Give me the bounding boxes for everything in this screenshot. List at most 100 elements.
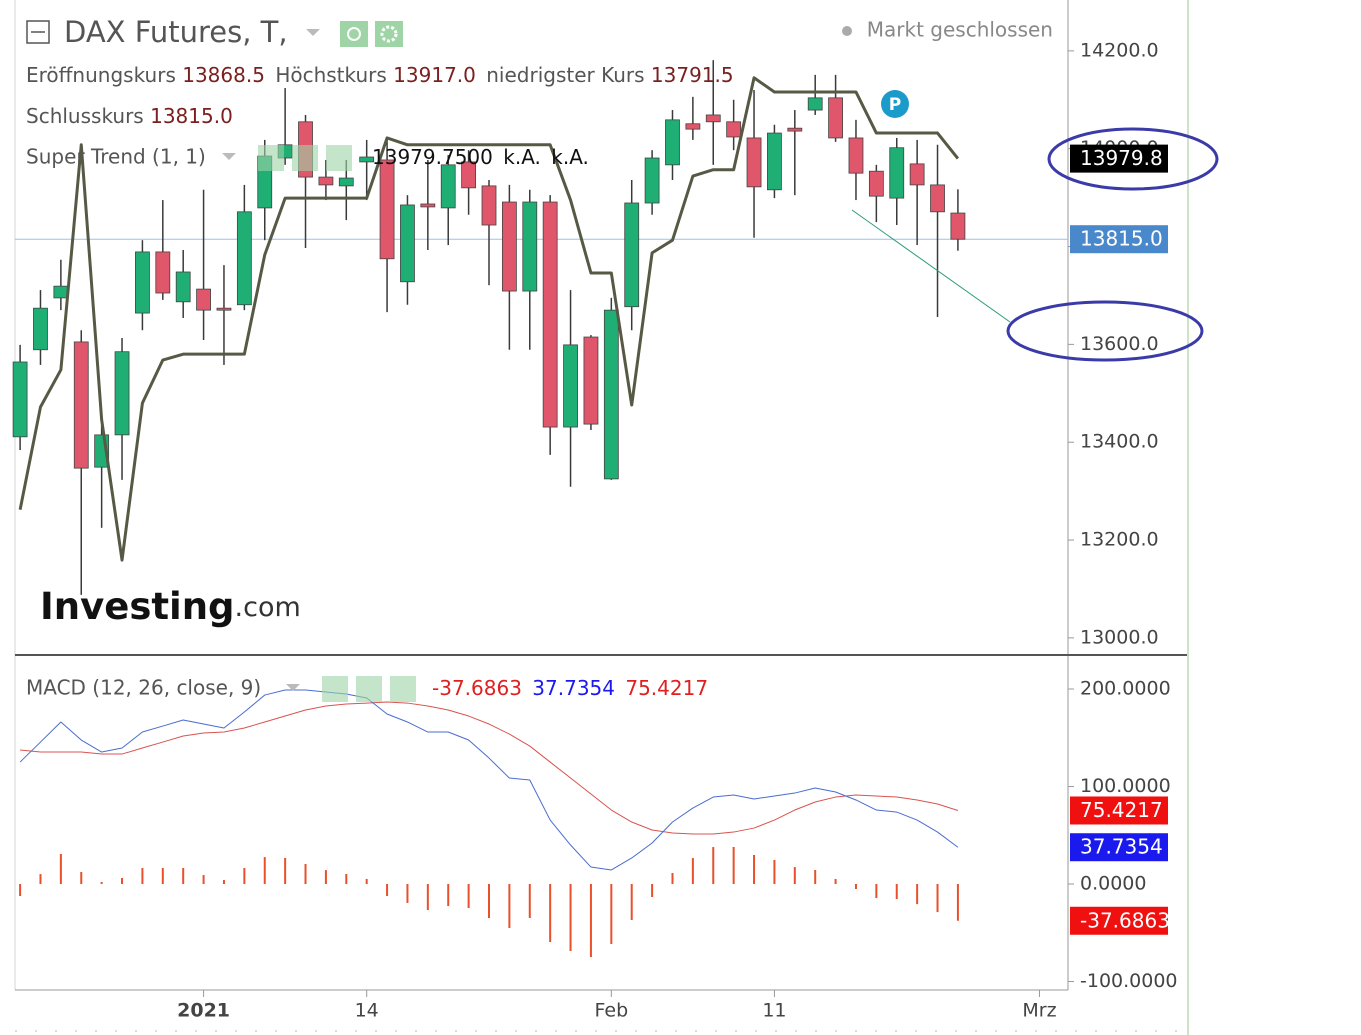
candle-body bbox=[583, 336, 599, 425]
remove-icon[interactable] bbox=[326, 145, 352, 171]
candle-body bbox=[828, 97, 843, 139]
logo: Investing.com bbox=[40, 585, 301, 628]
candle-body bbox=[440, 164, 456, 209]
market-status: Markt geschlossen bbox=[867, 18, 1053, 42]
overlay-line bbox=[18, 76, 960, 562]
legend-label: Schlusskurs bbox=[26, 104, 144, 128]
legend-value: 37.7354 bbox=[532, 676, 615, 700]
last-value-tag bbox=[1070, 833, 1168, 862]
logo-main: Investing bbox=[40, 585, 235, 628]
trend-line-drawing bbox=[851, 209, 1011, 323]
x-tick-label: 2021 bbox=[177, 1000, 230, 1022]
eye-icon[interactable] bbox=[340, 21, 368, 47]
macd-line bbox=[19, 689, 959, 871]
y-tick-label: 100.0000 bbox=[1080, 775, 1171, 797]
candle-body bbox=[400, 204, 415, 283]
legend-label: niedrigster Kurs bbox=[486, 63, 644, 87]
annotation-ellipse bbox=[1006, 300, 1204, 362]
candle-body bbox=[359, 156, 375, 163]
eye-icon-glyph bbox=[347, 27, 361, 41]
candle-body bbox=[481, 185, 497, 226]
legend-value: 13868.5 bbox=[182, 63, 265, 87]
remove-icon[interactable] bbox=[390, 676, 416, 702]
close-legend: Schlusskurs 13815.0 bbox=[26, 104, 233, 128]
settings-icon[interactable] bbox=[292, 145, 318, 171]
y-tick-label: 13400.0 bbox=[1080, 431, 1159, 453]
candle-body bbox=[665, 119, 680, 166]
last-value-label: -37.6863 bbox=[1080, 908, 1170, 932]
candle-body bbox=[53, 285, 69, 299]
legend-value: 13979.7500 bbox=[372, 145, 493, 169]
candle-body bbox=[461, 161, 477, 189]
badge[interactable] bbox=[881, 90, 909, 118]
macd-legend-name: MACD (12, 26, close, 9) bbox=[26, 676, 261, 700]
candle-body bbox=[930, 184, 945, 213]
collapse-button[interactable] bbox=[26, 20, 50, 44]
candle-body bbox=[644, 157, 660, 204]
last-value-label: 75.4217 bbox=[1080, 798, 1163, 822]
candle-body bbox=[563, 344, 578, 428]
candle-body bbox=[685, 123, 701, 130]
overlay-legend-name: Super Trend (1, 1) bbox=[26, 145, 206, 169]
x-tick-label: Feb bbox=[595, 1000, 629, 1022]
legend-value: 13791.5 bbox=[651, 63, 734, 87]
settings-icon[interactable] bbox=[356, 676, 382, 702]
y-tick-label: 14200.0 bbox=[1080, 39, 1159, 61]
settings-icon-glyph bbox=[380, 25, 398, 43]
legend-label: Höchstkurs bbox=[275, 63, 387, 87]
logo-suffix: .com bbox=[235, 592, 301, 623]
candle-body bbox=[155, 251, 171, 294]
settings-icon[interactable] bbox=[375, 21, 403, 47]
eye-icon[interactable] bbox=[258, 145, 284, 171]
last-value-tag bbox=[1070, 225, 1168, 254]
dropdown-arrow[interactable] bbox=[222, 153, 236, 160]
legend-value: 13917.0 bbox=[393, 63, 476, 87]
legend-value: k.A. bbox=[503, 145, 541, 169]
y-tick-label: 13200.0 bbox=[1080, 529, 1159, 551]
x-tick-label: 14 bbox=[355, 1000, 379, 1022]
candle-body bbox=[542, 201, 558, 428]
y-tick-label: 13000.0 bbox=[1080, 626, 1159, 648]
legend-label: Eröffnungskurs bbox=[26, 63, 176, 87]
candle-body bbox=[338, 177, 354, 187]
candle-body bbox=[868, 170, 884, 197]
candle-body bbox=[135, 251, 150, 314]
candle-body bbox=[379, 159, 395, 260]
dropdown-arrow[interactable] bbox=[286, 684, 300, 691]
candle-body bbox=[196, 288, 211, 311]
legend-value: 75.4217 bbox=[625, 676, 708, 700]
candle-body bbox=[33, 307, 48, 351]
last-value-label: 13815.0 bbox=[1080, 227, 1163, 251]
x-tick-label: Mrz bbox=[1022, 1000, 1056, 1022]
macd-legend-values: -37.6863 37.7354 75.4217 bbox=[432, 676, 708, 700]
eye-icon[interactable] bbox=[322, 676, 348, 702]
y-tick-label: -100.0000 bbox=[1080, 970, 1178, 992]
candle-body bbox=[501, 201, 517, 292]
overlay-legend-values: 13979.7500 k.A. k.A. bbox=[372, 145, 589, 169]
chart-title: DAX Futures, T, bbox=[64, 15, 288, 49]
legend-value: k.A. bbox=[551, 145, 589, 169]
candle-body bbox=[848, 137, 864, 174]
signal-line bbox=[20, 701, 959, 835]
x-tick-label: 11 bbox=[762, 1000, 786, 1022]
y-tick-label: 200.0000 bbox=[1080, 678, 1171, 700]
candle-body bbox=[624, 202, 640, 308]
candle-body bbox=[175, 271, 191, 303]
ohlc-legend: Eröffnungskurs 13868.5 Höchstkurs 13917.… bbox=[26, 63, 734, 87]
y-tick-label: 13600.0 bbox=[1080, 333, 1159, 355]
dropdown-arrow[interactable] bbox=[306, 29, 320, 36]
candle-body bbox=[318, 176, 334, 186]
candle-body bbox=[909, 163, 925, 186]
last-value-label: 37.7354 bbox=[1080, 835, 1163, 859]
candle-body bbox=[889, 147, 905, 199]
last-value-tag bbox=[1070, 144, 1168, 173]
status-dot bbox=[842, 26, 852, 36]
candle-body bbox=[726, 121, 742, 138]
candle-body bbox=[807, 97, 823, 111]
candle-body bbox=[420, 203, 436, 208]
legend-value: 13815.0 bbox=[150, 104, 233, 128]
candle-body bbox=[767, 132, 782, 191]
candle-body bbox=[787, 127, 803, 132]
candle-body bbox=[73, 341, 89, 469]
legend-value: -37.6863 bbox=[432, 676, 522, 700]
